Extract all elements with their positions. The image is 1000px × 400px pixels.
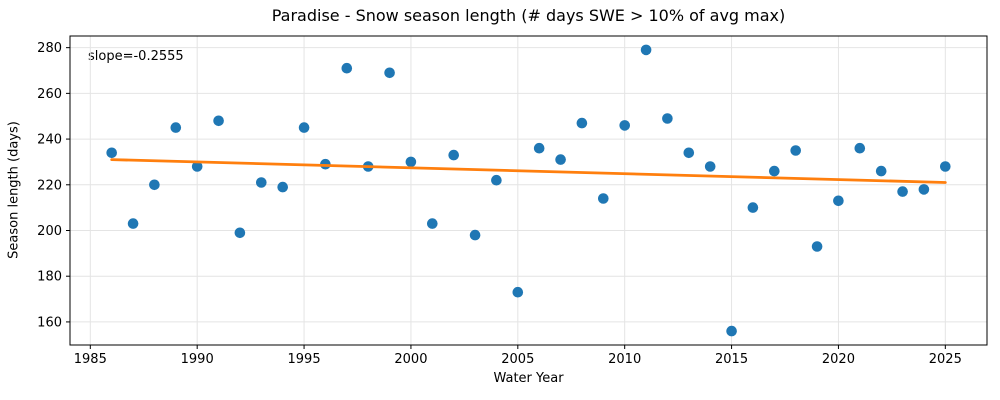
x-tick-label: 2015: [715, 352, 748, 367]
scatter-point: [427, 218, 438, 229]
scatter-point: [512, 286, 524, 298]
scatter-point: [875, 165, 887, 177]
scatter-point: [769, 165, 780, 177]
scatter-point: [277, 181, 289, 193]
x-tick-label: 1995: [288, 352, 321, 367]
scatter-point: [918, 184, 930, 195]
scatter-point: [726, 325, 737, 337]
scatter-point: [341, 62, 353, 74]
y-tick-label: 180: [37, 270, 62, 285]
scatter-point: [405, 156, 417, 168]
scatter-point: [234, 227, 246, 239]
scatter-point: [255, 177, 267, 188]
scatter-point: [149, 179, 160, 191]
scatter-point: [747, 202, 759, 213]
scatter-point: [533, 142, 545, 154]
scatter-point: [191, 161, 203, 172]
x-axis-label: Water Year: [493, 371, 564, 386]
scatter-point: [469, 229, 481, 241]
scatter-point: [854, 142, 866, 154]
y-tick-label: 200: [37, 224, 62, 239]
axes-frame: [69, 35, 988, 346]
scatter-point: [662, 113, 673, 124]
scatter-point: [704, 161, 716, 172]
scatter-point: [619, 120, 630, 131]
scatter-point: [897, 186, 908, 197]
x-tick-label: 2000: [394, 352, 427, 367]
scatter-point: [811, 241, 823, 252]
scatter-point: [833, 195, 844, 207]
scatter-point: [940, 161, 951, 172]
scatter-point: [127, 218, 139, 229]
chart-title: Paradise - Snow season length (# days SW…: [271, 6, 786, 25]
x-tick-label: 2020: [822, 352, 855, 367]
scatter-point: [598, 193, 609, 204]
scatter-point: [683, 147, 695, 159]
scatter-point: [213, 115, 224, 127]
scatter-point: [298, 122, 310, 133]
x-tick-label: 2005: [501, 352, 534, 367]
y-tick-label: 220: [37, 178, 62, 193]
x-tick-label: 1985: [74, 352, 107, 367]
scatter-point: [576, 117, 588, 129]
x-tick-label: 2025: [929, 352, 962, 367]
scatter-point: [448, 149, 460, 161]
y-tick-label: 260: [37, 87, 62, 102]
scatter-point: [790, 145, 801, 156]
y-axis-label-text: Season length (days): [6, 121, 22, 259]
scatter-point: [640, 44, 652, 56]
scatter-point: [555, 154, 566, 165]
y-tick-label: 240: [37, 133, 62, 148]
scatter-point: [384, 67, 395, 79]
y-tick-label: 160: [37, 315, 62, 330]
x-tick-label: 1990: [181, 352, 214, 367]
scatter-point: [106, 147, 117, 159]
x-tick-label: 2010: [608, 352, 641, 367]
scatter-point: [170, 122, 182, 133]
trend-line: [110, 158, 947, 184]
scatter-point: [491, 174, 502, 186]
slope-annotation: slope=-0.2555: [88, 49, 184, 64]
y-tick-label: 280: [37, 41, 62, 56]
